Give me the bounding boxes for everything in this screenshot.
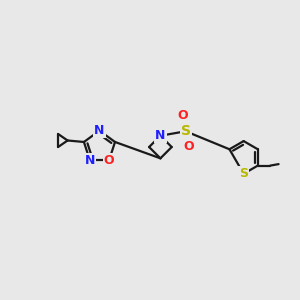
- Text: O: O: [177, 109, 188, 122]
- Text: N: N: [85, 154, 95, 167]
- Text: S: S: [239, 167, 248, 180]
- Text: S: S: [181, 124, 191, 138]
- Text: N: N: [94, 124, 105, 137]
- Text: O: O: [183, 140, 194, 153]
- Text: N: N: [155, 129, 166, 142]
- Text: O: O: [104, 154, 114, 167]
